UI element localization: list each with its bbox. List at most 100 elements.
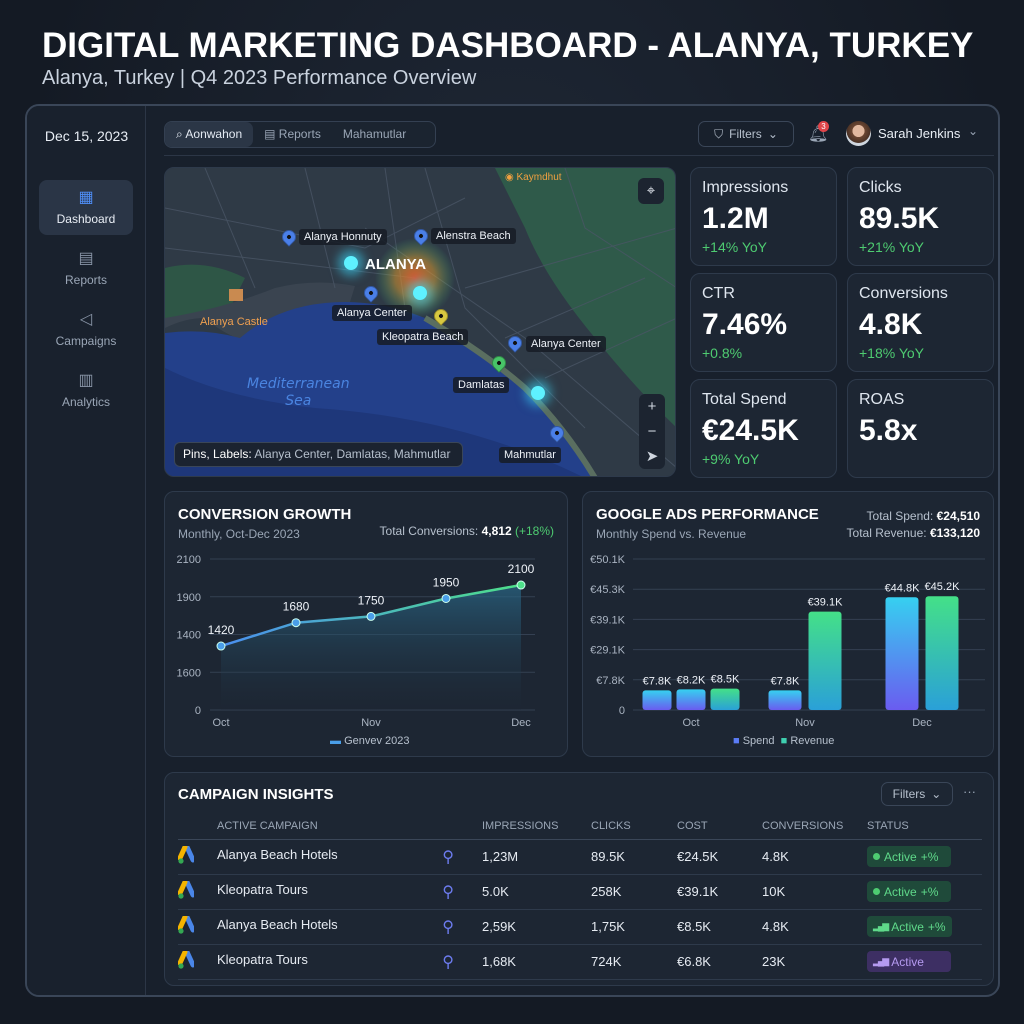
kpi-card-roas[interactable]: ROAS 5.8x — [847, 379, 994, 478]
table-row[interactable]: Alanya Beach Hotels ⚲ 1,23M 89.5K €24.5K … — [177, 839, 982, 875]
y-tick-label: 1600 — [177, 667, 201, 679]
column-header: COST — [677, 813, 762, 840]
kpi-change: +0.8% — [702, 345, 743, 361]
sea-label: Mediterranean Sea — [247, 376, 350, 409]
x-tick-label: Dec — [511, 717, 531, 729]
tab-mahamutlar[interactable]: Mahamutlar — [332, 122, 417, 147]
cost-cell: €8.5K — [677, 909, 762, 945]
current-date: Dec 15, 2023 — [44, 128, 129, 144]
campaign-name[interactable]: Kleopatra Tours ⚲ — [217, 944, 482, 980]
user-name[interactable]: Sarah Jenkins — [878, 126, 961, 141]
zoom-out-button[interactable]: − — [647, 423, 657, 440]
kpi-card-total-spend[interactable]: Total Spend €24.5K +9% YoY — [690, 379, 837, 478]
signal-bars-icon: ▂▄▆ — [873, 921, 889, 931]
y-tick-label: €29.1K — [590, 645, 626, 657]
sidebar-item-label: Dashboard — [56, 212, 116, 226]
summary-label: Total Conversions: — [379, 524, 479, 538]
table-row[interactable]: Alanya Beach Hotels ⚲ 2,59K 1,75K €8.5K 4… — [177, 909, 982, 945]
total-conversions: Total Conversions: 4,812 (+18%) — [380, 524, 554, 538]
table-row[interactable]: Kleopatra Tours ⚲ 5.0K 258K €39.1K 10K Ac… — [177, 874, 982, 910]
crosshair-icon: ⌖ — [646, 182, 656, 199]
navigate-icon[interactable]: ➤ — [645, 448, 659, 465]
campaign-name-text: Alanya Beach Hotels — [217, 846, 338, 862]
search-icon[interactable]: ⚲ — [442, 848, 454, 866]
impressions-cell: 1,68K — [482, 944, 591, 980]
data-label: 1680 — [283, 600, 310, 614]
search-icon[interactable]: ⚲ — [442, 883, 454, 901]
castle-icon — [229, 289, 243, 301]
locate-button[interactable]: ⌖ — [638, 178, 664, 204]
sidebar: Dec 15, 2023 ▦ Dashboard ▤ Reports ◁ Campai… — [27, 106, 146, 995]
y-tick-label: 0 — [619, 705, 625, 717]
totals: Total Spend: €24,510 Total Revenue: €133… — [847, 508, 980, 542]
calendar-icon: ▤ — [264, 127, 279, 141]
y-tick-label: 1900 — [177, 592, 201, 604]
zoom-in-button[interactable]: + — [647, 398, 657, 415]
search-icon[interactable]: ⚲ — [442, 918, 454, 936]
kpi-card-ctr[interactable]: CTR 7.46% +0.8% — [690, 273, 837, 372]
filters-button[interactable]: Filters ⌄ — [881, 782, 953, 806]
sidebar-item-dashboard[interactable]: ▦ Dashboard — [39, 180, 133, 235]
map-label: Alenstra Beach — [431, 228, 516, 244]
status-badge: Active +% — [867, 881, 951, 902]
legend-swatch-revenue: ■ — [780, 735, 791, 747]
chevron-down-icon[interactable]: ⌄ — [968, 124, 979, 138]
google-ads-icon — [177, 839, 217, 875]
map-panel[interactable]: ◉ Kaymdhut ⌖ ALANYA Mediterranean Sea Al… — [164, 167, 676, 477]
kpi-card-conversions[interactable]: Conversions 4.8K +18% YoY — [847, 273, 994, 372]
tab-reports[interactable]: ▤ Reports — [253, 122, 332, 147]
kpi-card-clicks[interactable]: Clicks 89.5K +21% YoY — [847, 167, 994, 266]
more-options-button[interactable]: ··· — [963, 784, 976, 799]
kpi-value: 7.46% — [702, 308, 788, 341]
status-text: Active — [884, 884, 917, 899]
bar-spend — [885, 597, 919, 710]
data-label: €7.8K — [643, 675, 672, 687]
tab-search[interactable]: ⌕ Aonwahon — [165, 122, 254, 147]
column-header: ACTIVE CAMPAIGN — [217, 813, 482, 840]
impressions-cell: 5.0K — [482, 874, 591, 910]
page-subtitle: Alanya, Turkey | Q4 2023 Performance Ove… — [42, 67, 477, 89]
sidebar-item-analytics[interactable]: ▥ Analytics — [39, 363, 133, 418]
table-row[interactable]: Kleopatra Tours ⚲ 1,68K 724K €6.8K 23K ▂▄… — [177, 944, 982, 980]
bar-chart: €50.1K €45.3K €39.1K €29.1K €7.8K 0 Oct Nov Dec €… — [590, 554, 985, 729]
poi-label: ◉ Kaymdhut — [505, 172, 562, 183]
avatar[interactable] — [846, 121, 871, 146]
clicks-cell: 89.5K — [591, 839, 677, 875]
campaign-name[interactable]: Alanya Beach Hotels ⚲ — [217, 839, 482, 875]
clicks-cell: 1,75K — [591, 909, 677, 945]
campaign-insights-panel: CAMPAIGN INSIGHTS Filters ⌄ ··· ACTIVE CA… — [164, 772, 994, 986]
filters-button[interactable]: ⛉ Filters ⌄ — [698, 121, 794, 147]
status-cell: ▂▄▆ Active +% — [867, 909, 982, 945]
hotspot — [344, 256, 358, 270]
map-label: Alanya Center — [332, 305, 412, 321]
campaign-name[interactable]: Alanya Beach Hotels ⚲ — [217, 909, 482, 945]
x-tick-label: Oct — [212, 717, 229, 729]
table-header: ACTIVE CAMPAIGN IMPRESSIONS CLICKS COST … — [178, 813, 982, 840]
campaign-name[interactable]: Kleopatra Tours ⚲ — [217, 874, 482, 910]
chevron-down-icon: ⌄ — [931, 787, 942, 801]
filter-icon: ⛉ — [714, 126, 724, 141]
poi-text: Kaymdhut — [516, 172, 562, 183]
kpi-change: +9% YoY — [702, 451, 760, 467]
column-header: IMPRESSIONS — [482, 813, 591, 840]
hotspot — [531, 386, 545, 400]
kpi-card-impressions[interactable]: Impressions 1.2M +14% YoY — [690, 167, 837, 266]
legend-value: Alanya Center, Damlatas, Mahmutlar — [254, 447, 451, 461]
map-label: Alanya Honnuty — [299, 229, 387, 245]
sidebar-item-reports[interactable]: ▤ Reports — [39, 241, 133, 296]
y-tick-label: €45.3K — [590, 584, 626, 596]
sidebar-item-campaigns[interactable]: ◁ Campaigns — [39, 302, 133, 357]
search-icon[interactable]: ⚲ — [442, 953, 454, 971]
total-spend-label: Total Spend: — [866, 509, 934, 523]
kpi-label: Clicks — [859, 179, 902, 196]
data-point — [216, 641, 226, 651]
column-header: STATUS — [867, 813, 982, 840]
y-tick-label: €50.1K — [590, 554, 626, 566]
map-legend: Pins, Labels: Alanya Center, Damlatas, M… — [174, 442, 463, 467]
x-tick-label: Dec — [912, 717, 932, 729]
total-revenue-label: Total Revenue: — [846, 526, 927, 540]
tab-label: Reports — [278, 127, 321, 141]
column-header: CLICKS — [591, 813, 677, 840]
legend-swatch-spend: ■ — [733, 735, 743, 747]
grid-icon: ▦ — [78, 189, 94, 206]
